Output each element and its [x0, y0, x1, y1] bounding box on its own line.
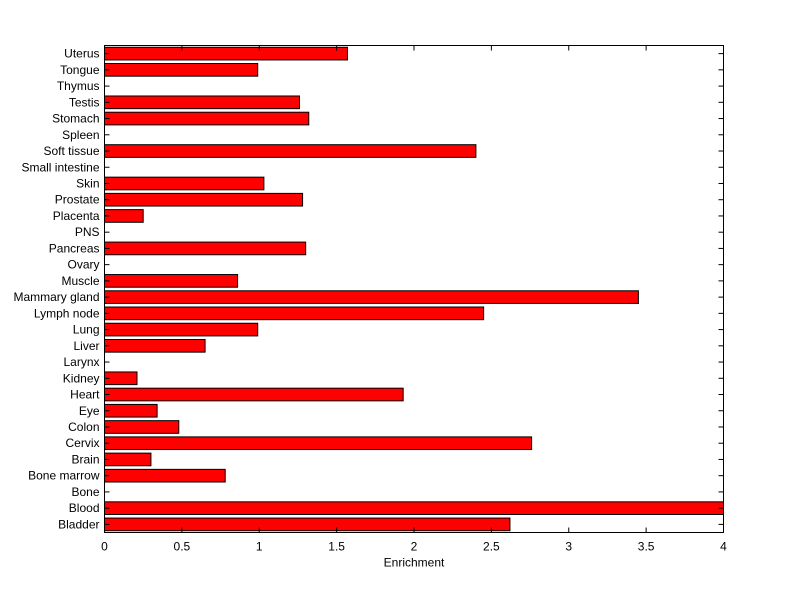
bar-testis	[104, 95, 300, 110]
bar-lung	[104, 322, 259, 337]
bar-lymph-node	[104, 306, 485, 321]
y-tick-label-stomach: Stomach	[52, 112, 99, 126]
plot-frame	[104, 45, 724, 533]
bar-tongue	[104, 63, 259, 77]
x-axis-label: Enrichment	[384, 556, 445, 570]
x-tick-label-7: 3.5	[638, 540, 655, 554]
bar-uterus	[104, 46, 348, 61]
y-tick-label-ovary: Ovary	[67, 258, 99, 272]
y-tick-label-thymus: Thymus	[57, 79, 100, 93]
y-tick-label-mammary-gland: Mammary gland	[13, 290, 99, 304]
bar-prostate	[104, 192, 304, 207]
y-tick-label-soft-tissue: Soft tissue	[43, 144, 99, 158]
bars-group	[104, 46, 724, 532]
bar-cervix	[104, 436, 533, 451]
x-tick-label-2: 1	[256, 540, 263, 554]
y-tick-label-small-intestine: Small intestine	[21, 160, 99, 174]
y-tick-label-spleen: Spleen	[62, 128, 99, 142]
y-tick-label-blood: Blood	[69, 501, 100, 515]
y-tick-label-testis: Testis	[69, 95, 100, 109]
y-tick-label-bone: Bone	[71, 485, 99, 499]
bar-brain	[104, 452, 152, 467]
y-tick-label-brain: Brain	[71, 452, 99, 466]
y-tick-label-eye: Eye	[79, 404, 100, 418]
bar-eye	[104, 403, 158, 418]
y-tick-label-muscle: Muscle	[61, 274, 99, 288]
y-tick-label-tongue: Tongue	[60, 63, 100, 77]
bar-heart	[104, 387, 404, 402]
x-tick-label-4: 2	[411, 540, 418, 554]
x-tick-label-0: 0	[101, 540, 108, 554]
bar-muscle	[104, 274, 239, 288]
y-tick-label-skin: Skin	[76, 176, 99, 190]
x-tick-label-3: 1.5	[328, 540, 345, 554]
y-tick-label-bone-marrow: Bone marrow	[28, 469, 100, 483]
y-tick-label-pns: PNS	[75, 225, 100, 239]
y-tick-label-prostate: Prostate	[55, 193, 100, 207]
y-tick-label-placenta: Placenta	[53, 209, 100, 223]
bar-colon	[104, 420, 180, 434]
y-tick-label-cervix: Cervix	[65, 436, 99, 450]
bar-soft-tissue	[104, 144, 477, 158]
bar-skin	[104, 176, 265, 191]
bar-bladder	[104, 517, 511, 532]
y-tick-label-lymph-node: Lymph node	[34, 306, 100, 320]
bar-pancreas	[104, 241, 307, 256]
y-tick-label-liver: Liver	[73, 339, 99, 353]
y-tick-label-uterus: Uterus	[64, 47, 99, 61]
x-tick-label-6: 3	[565, 540, 572, 554]
x-tick-label-1: 0.5	[174, 540, 191, 554]
y-tick-label-heart: Heart	[70, 388, 100, 402]
x-tick-label-5: 2.5	[483, 540, 500, 554]
y-tick-label-pancreas: Pancreas	[49, 241, 100, 255]
y-tick-label-lung: Lung	[73, 323, 100, 337]
y-tick-label-kidney: Kidney	[63, 371, 100, 385]
bar-mammary-gland	[104, 290, 639, 304]
bar-placenta	[104, 209, 144, 223]
y-tick-label-bladder: Bladder	[58, 517, 99, 531]
bar-liver	[104, 338, 206, 353]
y-tick-label-colon: Colon	[68, 420, 99, 434]
bar-stomach	[104, 111, 310, 126]
x-tick-label-8: 4	[720, 540, 727, 554]
y-tick-label-larynx: Larynx	[63, 355, 99, 369]
bar-blood	[104, 501, 724, 515]
bar-bone-marrow	[104, 468, 226, 483]
